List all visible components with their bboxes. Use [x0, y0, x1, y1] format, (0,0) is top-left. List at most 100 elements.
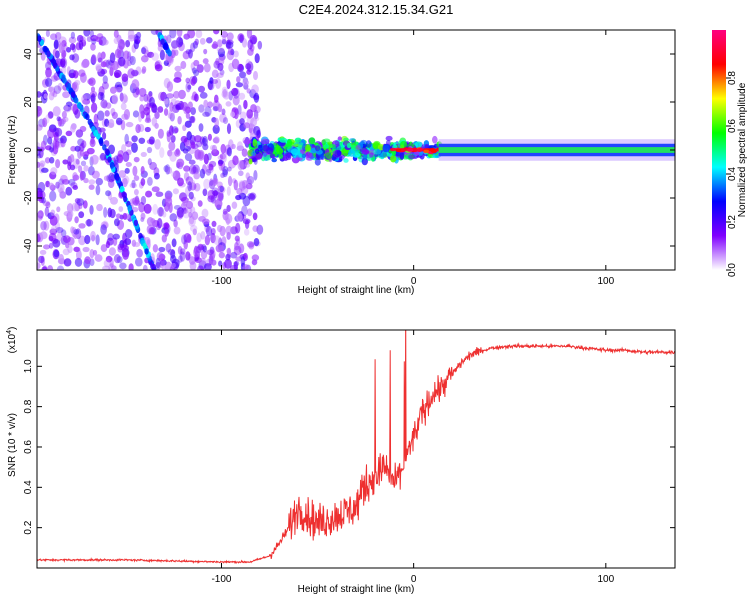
heatmap-point — [155, 191, 164, 197]
heatmap-point — [183, 165, 191, 172]
heatmap-point — [178, 37, 184, 46]
heatmap-point — [178, 89, 186, 100]
heatmap-point — [79, 149, 85, 157]
heatmap-point — [79, 142, 85, 152]
heatmap-point — [254, 148, 260, 155]
heatmap-point — [122, 151, 130, 162]
heatmap-point — [238, 170, 244, 177]
heatmap-point — [165, 243, 172, 253]
snr-panel: -100 0 100 0.2 0.4 0.6 0.8 1.0 Height of strai… — [6, 327, 676, 595]
heatmap-point — [62, 91, 70, 99]
heatmap-point — [143, 106, 151, 116]
heatmap-point — [382, 144, 390, 153]
heatmap-point — [323, 143, 330, 149]
heatmap-y-tick-label: 40 — [23, 48, 34, 60]
heatmap-point — [236, 188, 243, 195]
heatmap-point — [90, 93, 96, 104]
heatmap-point — [125, 40, 131, 48]
heatmap-point — [213, 235, 221, 245]
heatmap-point — [86, 218, 92, 227]
heatmap-point — [191, 67, 198, 74]
heatmap-point — [98, 137, 104, 145]
heatmap-point — [97, 57, 103, 63]
heatmap-point — [69, 72, 76, 79]
snr-x-axis-label: Height of straight line (km) — [298, 584, 415, 595]
heatmap-point — [236, 212, 243, 222]
heatmap-point — [63, 104, 69, 111]
heatmap-point — [252, 212, 258, 221]
heatmap-point — [107, 178, 115, 189]
heatmap-point — [199, 91, 208, 99]
heatmap-point — [52, 48, 57, 57]
heatmap-point — [127, 34, 136, 42]
heatmap-point — [42, 265, 48, 270]
heatmap-point — [151, 186, 160, 193]
heatmap-point — [173, 127, 179, 134]
heatmap-point — [62, 235, 71, 243]
heatmap-point — [138, 232, 143, 240]
heatmap-point — [80, 160, 87, 167]
heatmap-point — [102, 75, 108, 84]
heatmap-point — [325, 152, 333, 159]
heatmap-point — [180, 135, 188, 143]
heatmap-point — [236, 76, 241, 83]
heatmap-point — [238, 92, 246, 100]
heatmap-point — [271, 157, 277, 163]
heatmap-point — [88, 184, 95, 190]
heatmap-point — [109, 208, 116, 219]
heatmap-point — [140, 178, 146, 186]
heatmap-point — [141, 47, 147, 55]
heatmap-point — [102, 101, 108, 110]
heatmap-point — [185, 81, 191, 93]
heatmap-point — [209, 248, 216, 260]
heatmap-point — [348, 149, 356, 157]
heatmap-point — [197, 243, 204, 251]
heatmap-point — [146, 217, 154, 226]
heatmap-point — [195, 30, 203, 39]
heatmap-point — [58, 42, 65, 54]
heatmap-point — [110, 61, 115, 73]
heatmap-point — [246, 241, 255, 248]
heatmap-point — [220, 172, 225, 179]
heatmap-point — [138, 87, 147, 97]
heatmap-point — [90, 230, 96, 242]
heatmap-point — [49, 190, 57, 202]
heatmap-y-tick-label: 20 — [23, 96, 34, 108]
heatmap-point — [103, 207, 108, 218]
heatmap-point — [42, 117, 48, 128]
chart-title: C2E4.2024.312.15.34.G21 — [299, 2, 454, 17]
heatmap-point — [70, 182, 78, 189]
heatmap-point — [188, 159, 196, 165]
heatmap-point — [127, 205, 132, 212]
heatmap-point — [198, 104, 205, 113]
heatmap-point — [47, 265, 54, 270]
heatmap-point — [43, 93, 48, 99]
heatmap-point — [176, 207, 185, 218]
heatmap-point — [399, 152, 405, 160]
heatmap-y-tick-label: -20 — [23, 190, 34, 205]
heatmap-point — [430, 149, 437, 153]
heatmap-point — [57, 137, 64, 144]
heatmap-point — [204, 234, 211, 246]
heatmap-point — [184, 120, 192, 128]
heatmap-point — [174, 149, 181, 157]
heatmap-point — [177, 246, 183, 255]
heatmap-point — [107, 191, 113, 201]
heatmap-point — [310, 147, 317, 154]
heatmap-point — [151, 263, 156, 270]
heatmap-point — [133, 242, 141, 248]
heatmap-point — [192, 164, 200, 175]
heatmap-point — [172, 188, 179, 195]
heatmap-point — [411, 147, 418, 152]
heatmap-point — [180, 101, 189, 111]
heatmap-point — [227, 175, 233, 187]
heatmap-point — [89, 248, 95, 259]
heatmap-point — [95, 177, 104, 186]
snr-y-ticks: 0.2 0.4 0.6 0.8 1.0 — [23, 359, 675, 535]
heatmap-y-tick-label: -40 — [23, 238, 34, 253]
heatmap-point — [132, 87, 140, 98]
heatmap-point — [164, 196, 173, 207]
heatmap-point — [158, 246, 166, 253]
heatmap-point — [221, 35, 227, 44]
heatmap-point — [94, 254, 103, 262]
